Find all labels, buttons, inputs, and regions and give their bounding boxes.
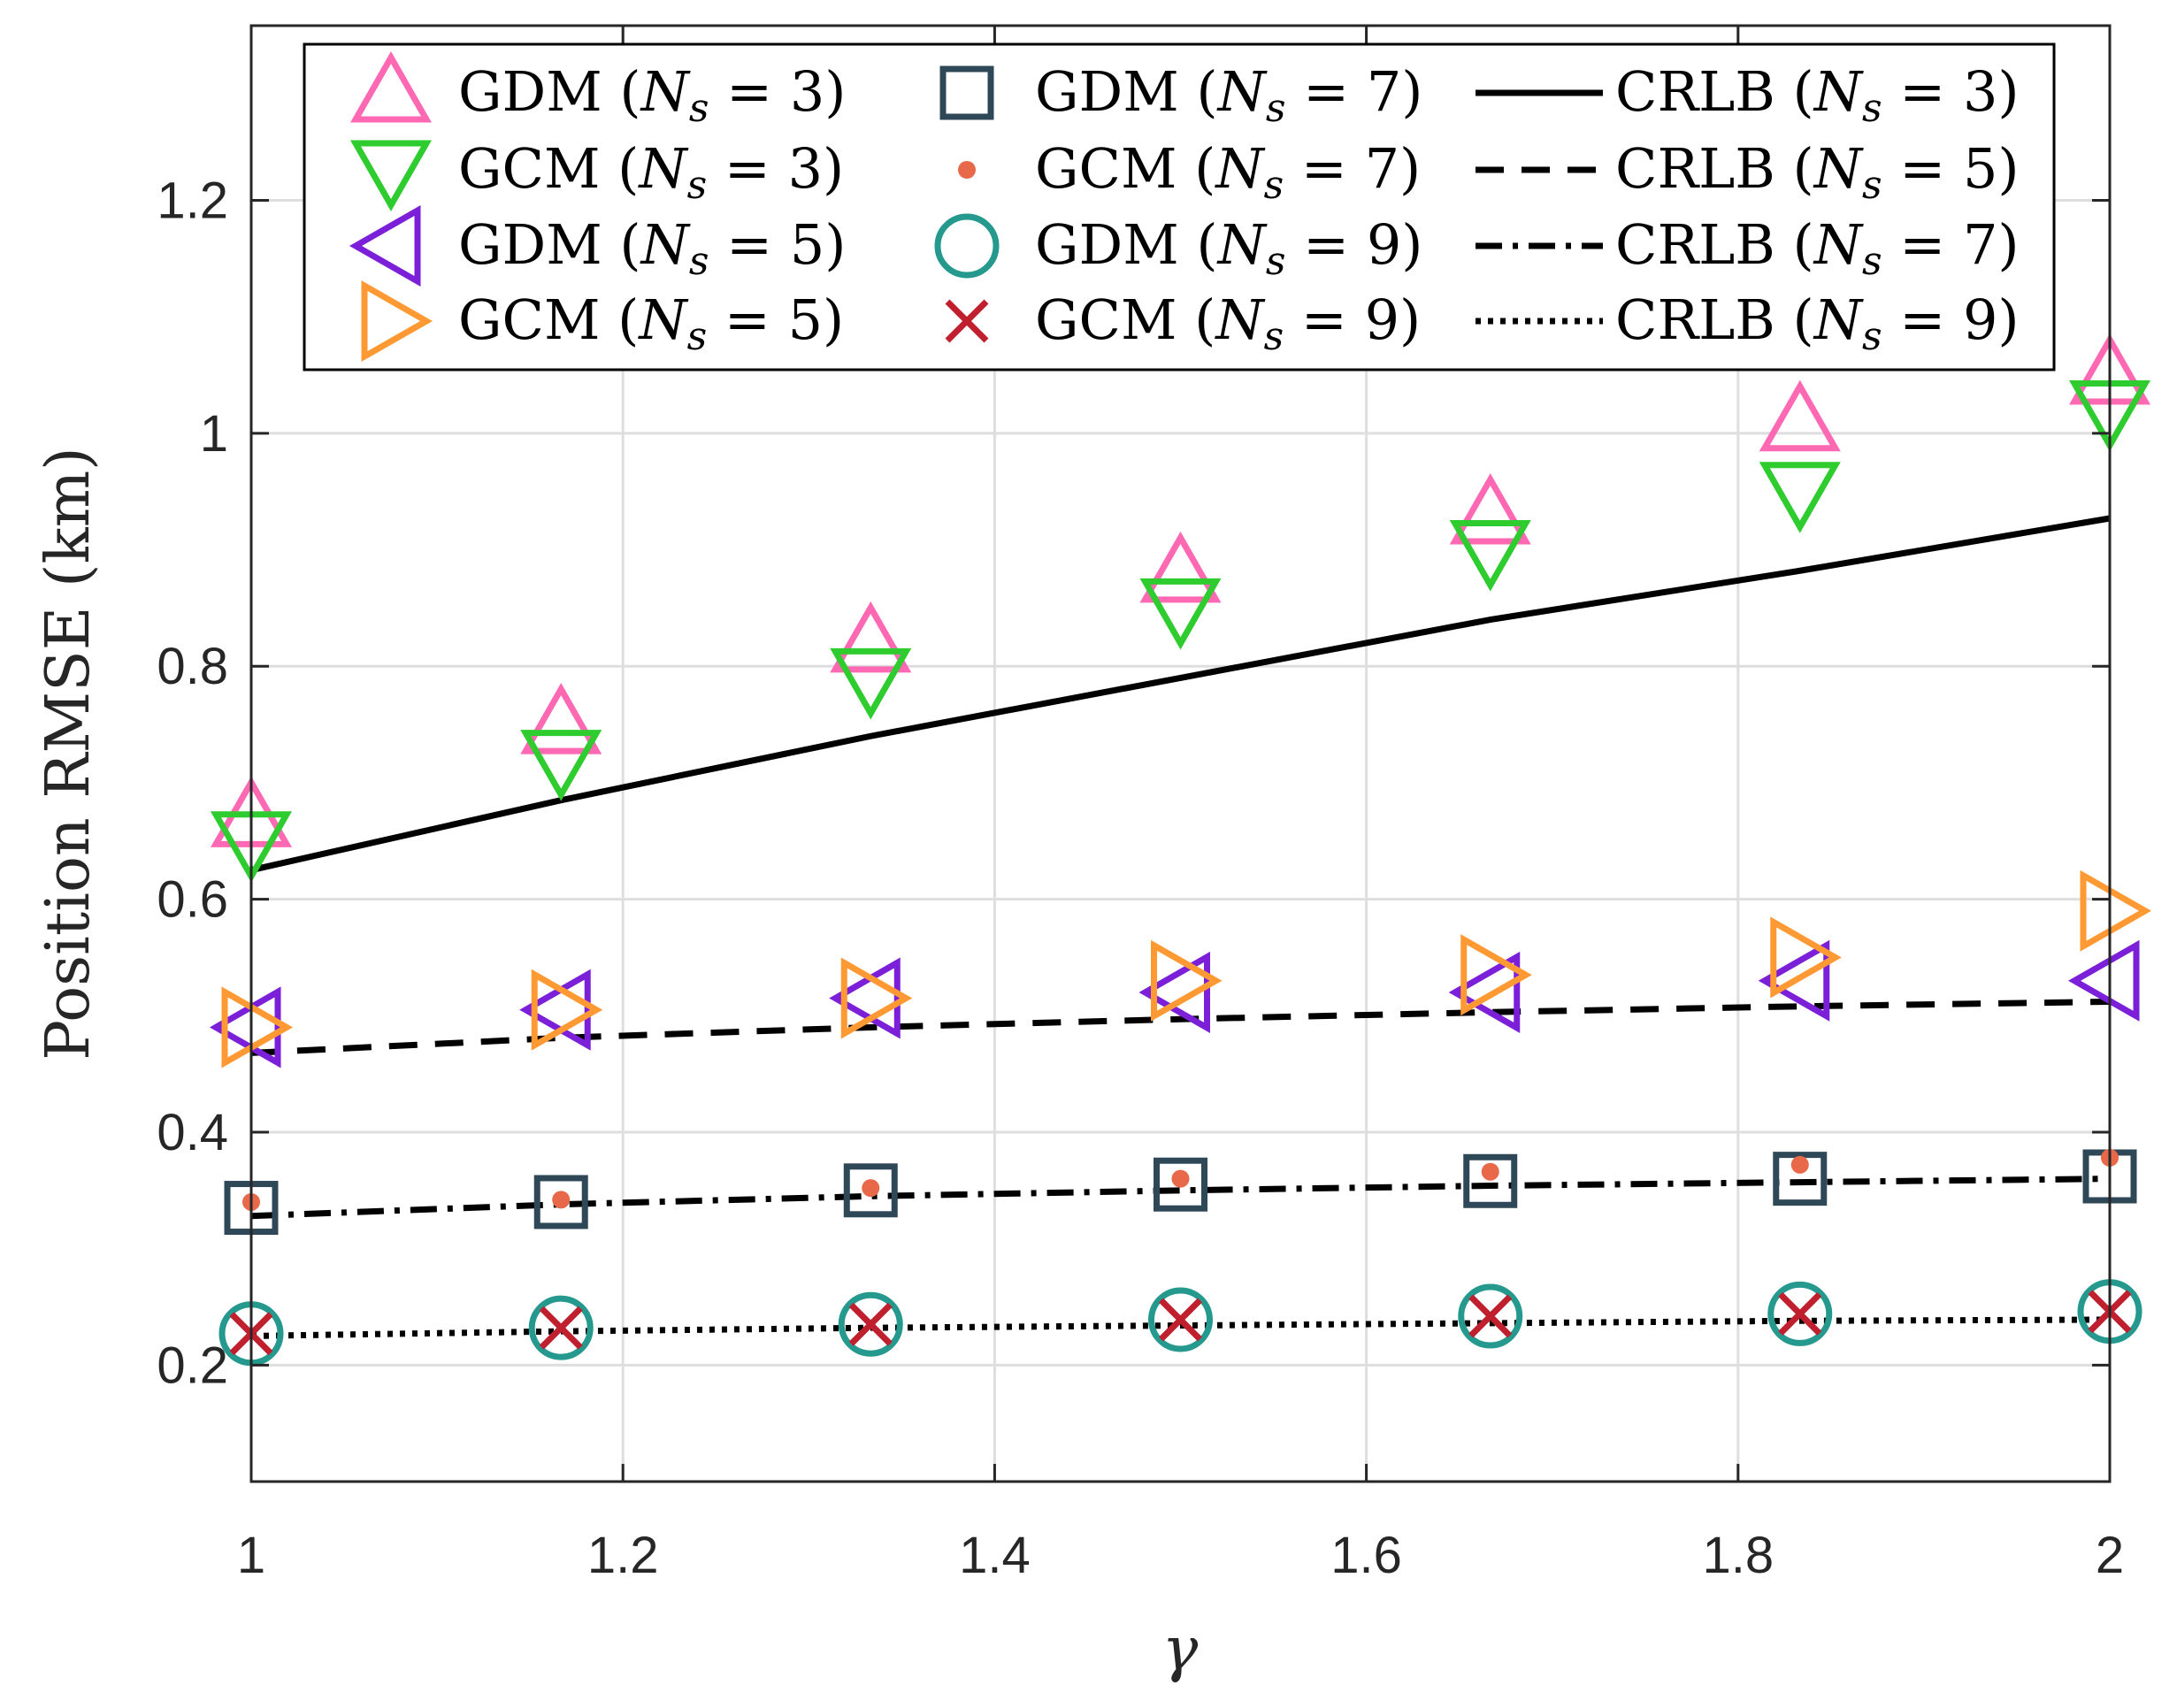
legend-box xyxy=(303,42,2056,371)
legend-label: GDM (Ns = 3) xyxy=(458,59,846,131)
gcm-ns5-triangle-right-point xyxy=(531,969,603,1051)
gcm-ns5-triangle-right-point xyxy=(1460,934,1532,1016)
gdm-ns5-triangle-left-point xyxy=(2067,939,2140,1022)
gdm-ns9-circle-point xyxy=(1148,1287,1213,1352)
legend-triangle-right-icon xyxy=(361,280,433,363)
legend-triangle-down-icon xyxy=(349,140,433,212)
gcm-ns7-dot-point xyxy=(1481,1162,1499,1181)
plot-frame xyxy=(249,24,2112,1483)
y-tick-label: 0.2 xyxy=(157,1337,228,1394)
gcm-ns3-triangle-down-point xyxy=(1759,462,1841,533)
gcm-ns3-triangle-down-point xyxy=(1449,520,1531,592)
y-tick-label: 0.4 xyxy=(157,1104,228,1161)
gcm-ns7-dot-point xyxy=(862,1179,880,1198)
y-tick-label: 0.8 xyxy=(157,638,228,695)
x-tick-label: 1 xyxy=(237,1527,265,1584)
legend-label: GDM (Ns = 9) xyxy=(1035,212,1422,284)
gdm-ns5-triangle-left-point xyxy=(829,957,901,1039)
gcm-ns9-x-point xyxy=(1468,1294,1513,1338)
legend-label: GCM (Ns = 7) xyxy=(1035,136,1421,208)
gdm-ns3-triangle-up-point xyxy=(1449,473,1531,545)
gcm-ns9-x-point xyxy=(539,1306,583,1350)
gdm-ns5-triangle-left-point xyxy=(1758,939,1830,1022)
gcm-ns9-x-point xyxy=(848,1302,893,1346)
gdm-ns7-square-point xyxy=(533,1175,588,1229)
legend-label: GCM (Ns = 5) xyxy=(458,287,844,359)
legend-x-icon xyxy=(945,299,989,343)
y-tick-label: 0.6 xyxy=(157,871,228,929)
legend-label: CRLB (Ns = 9) xyxy=(1615,287,2020,359)
gdm-ns5-triangle-left-point xyxy=(209,986,281,1068)
gdm-ns3-triangle-up-point xyxy=(1759,379,1841,452)
tick-labels: 1 1.2 1.4 1.6 1.8 2 0.2 0.4 0.6 0.8 1 1.2 xyxy=(157,172,2124,1584)
legend-circle-icon xyxy=(934,213,1000,279)
gcm-ns5-triangle-right-point xyxy=(2080,869,2152,952)
gdm-ns9-circle-point xyxy=(1458,1283,1523,1349)
legend-label: GCM (Ns = 3) xyxy=(458,136,844,208)
x-tick-label: 1.4 xyxy=(959,1527,1031,1584)
gdm-ns7-square-point xyxy=(1463,1153,1518,1208)
legend-square-icon xyxy=(939,65,994,120)
crlb-line-ns-7 xyxy=(250,1176,2111,1220)
legend-dot-icon xyxy=(958,161,976,179)
legend-label: CRLB (Ns = 7) xyxy=(1615,212,2020,284)
gcm-ns3-triangle-down-point xyxy=(520,730,602,801)
gcm-ns5-triangle-right-point xyxy=(1770,916,1842,999)
gdm-ns9-circle-point xyxy=(528,1295,594,1360)
legend-label: GDM (Ns = 5) xyxy=(458,212,846,284)
crlb-line-ns-5 xyxy=(250,998,2111,1056)
gcm-ns7-dot-point xyxy=(552,1191,571,1209)
x-tick-label: 2 xyxy=(2096,1527,2124,1584)
gdm-ns9-circle-point xyxy=(1767,1281,1833,1346)
legend-label: GDM (Ns = 7) xyxy=(1035,59,1422,131)
gcm-ns3-triangle-down-point xyxy=(830,647,912,720)
gdm-ns5-triangle-left-point xyxy=(1138,951,1210,1033)
legend: GDM (Ns = 3)GCM (Ns = 3)GDM (Ns = 5)GCM … xyxy=(303,42,2056,371)
x-tick-label: 1.2 xyxy=(587,1527,659,1584)
gdm-ns3-triangle-up-point xyxy=(1139,531,1222,603)
gcm-ns5-triangle-right-point xyxy=(1151,939,1223,1022)
y-tick-label: 1 xyxy=(200,405,228,463)
gdm-ns9-circle-point xyxy=(838,1291,903,1357)
gdm-ns7-square-point xyxy=(1773,1152,1828,1206)
gdm-ns7-square-point xyxy=(1154,1157,1207,1212)
legend-triangle-left-icon xyxy=(349,204,421,287)
data-markers xyxy=(209,333,2152,1367)
gdm-ns5-triangle-left-point xyxy=(1448,951,1521,1033)
legend-label: GCM (Ns = 9) xyxy=(1035,287,1421,359)
legend-label: CRLB (Ns = 5) xyxy=(1615,136,2020,208)
gcm-ns7-dot-point xyxy=(1171,1169,1190,1188)
gdm-ns3-triangle-up-point xyxy=(520,683,602,754)
x-tick-label: 1.6 xyxy=(1330,1527,1402,1584)
legend-label: CRLB (Ns = 3) xyxy=(1615,59,2020,131)
gcm-ns3-triangle-down-point xyxy=(1139,578,1222,650)
gcm-ns9-x-point xyxy=(1778,1291,1822,1336)
gcm-ns9-x-point xyxy=(1159,1298,1202,1342)
gcm-ns7-dot-point xyxy=(1790,1155,1809,1174)
gdm-ns3-triangle-up-point xyxy=(830,601,912,673)
gdm-ns7-square-point xyxy=(843,1163,898,1218)
y-axis-label: Position RMSE (km) xyxy=(34,447,103,1060)
y-tick-label: 1.2 xyxy=(157,172,228,230)
gcm-ns5-triangle-right-point xyxy=(840,957,913,1039)
x-axis-label: γ xyxy=(1162,1615,1199,1685)
gcm-ns5-triangle-right-point xyxy=(221,986,294,1068)
axis-ticks xyxy=(249,26,2112,1482)
x-tick-label: 1.8 xyxy=(1702,1527,1774,1584)
gdm-ns5-triangle-left-point xyxy=(519,969,591,1051)
legend-triangle-up-icon xyxy=(349,50,433,123)
